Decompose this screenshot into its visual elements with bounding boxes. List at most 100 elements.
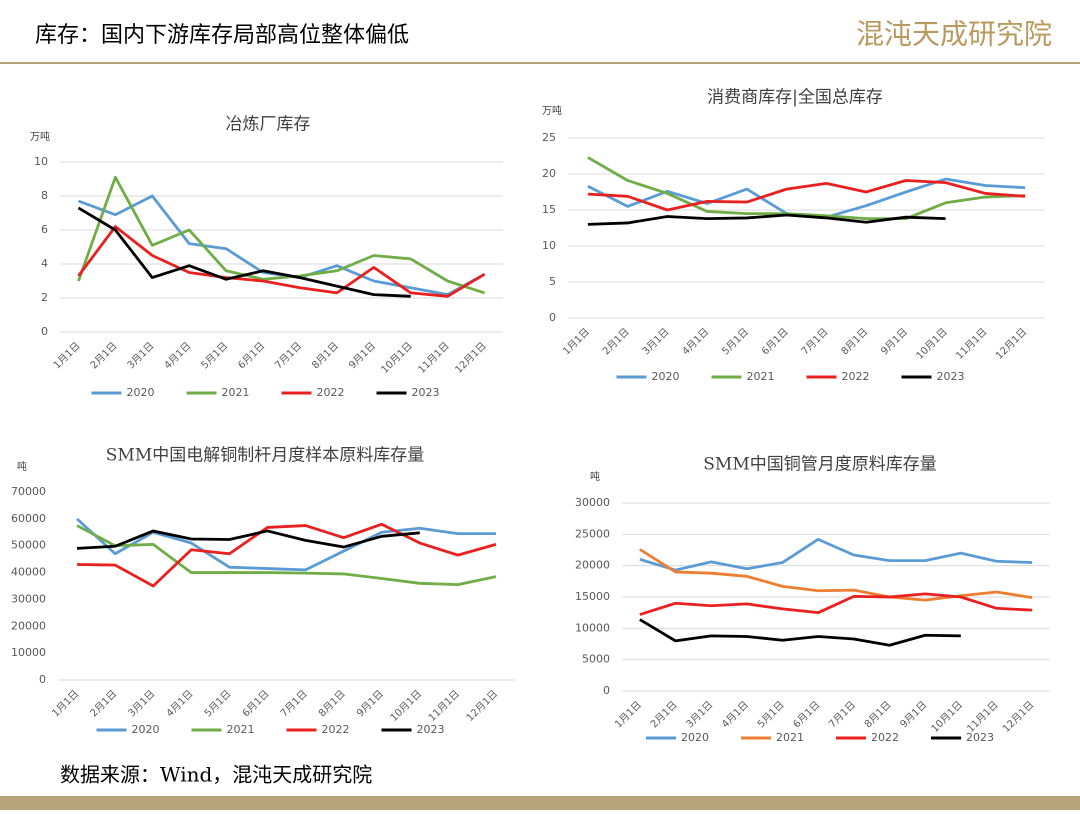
legend-label: 2021 [747, 370, 775, 383]
x-tick-label: 8月1日 [862, 699, 894, 731]
legend-label: 2023 [966, 731, 994, 744]
y-tick-label: 60000 [11, 512, 46, 525]
chart-title: SMM中国铜管月度原料库存量 [703, 455, 936, 475]
x-tick-label: 11月1日 [416, 340, 452, 376]
series-line [587, 156, 1026, 221]
y-axis-unit: 万吨 [30, 130, 50, 143]
x-tick-label: 3月1日 [125, 340, 157, 372]
y-tick-label: 30000 [575, 496, 610, 509]
series-line [76, 529, 420, 550]
y-tick-label: 30000 [11, 592, 46, 605]
x-tick-label: 4月1日 [719, 699, 751, 731]
x-tick-label: 5月1日 [719, 326, 751, 358]
y-tick-label: 70000 [11, 485, 46, 498]
series-line [639, 548, 1033, 602]
y-tick-label: 40000 [11, 566, 46, 579]
series-line [587, 213, 946, 226]
x-tick-label: 3月1日 [684, 699, 716, 731]
y-tick-label: 0 [603, 684, 610, 697]
y-tick-label: 25000 [575, 527, 610, 540]
x-tick-label: 11月1日 [953, 326, 989, 362]
x-tick-label: 10月1日 [914, 326, 950, 362]
y-tick-label: 15 [542, 203, 556, 216]
y-tick-label: 20000 [575, 559, 610, 572]
x-tick-label: 1月1日 [50, 688, 82, 720]
x-tick-label: 12月1日 [453, 340, 489, 376]
y-tick-label: 5 [549, 275, 556, 288]
x-tick-label: 12月1日 [464, 688, 500, 724]
y-tick-label: 25 [542, 131, 556, 144]
legend-label: 2020 [132, 723, 160, 736]
y-tick-label: 6 [41, 223, 48, 236]
legend-label: 2021 [227, 723, 255, 736]
x-tick-label: 12月1日 [1000, 699, 1036, 735]
x-tick-label: 2月1日 [88, 688, 120, 720]
x-tick-label: 9月1日 [898, 699, 930, 731]
x-tick-label: 11月1日 [426, 688, 462, 724]
x-tick-label: 6月1日 [759, 326, 791, 358]
chart-title: SMM中国电解铜制杆月度样本原料库存量 [106, 446, 424, 466]
legend-label: 2020 [127, 386, 155, 399]
x-tick-label: 2月1日 [88, 340, 120, 372]
legend-label: 2023 [937, 370, 965, 383]
x-tick-label: 2月1日 [648, 699, 680, 731]
legend-label: 2020 [652, 370, 680, 383]
slide-title: 库存：国内下游库存局部高位整体偏低 [35, 23, 409, 48]
source-note: 数据来源：Wind，混沌天成研究院 [60, 763, 372, 787]
x-tick-label: 1月1日 [612, 699, 644, 731]
y-tick-label: 5000 [582, 653, 610, 666]
legend-label: 2021 [776, 731, 804, 744]
y-tick-label: 0 [39, 673, 46, 686]
y-tick-label: 8 [41, 189, 48, 202]
y-axis-unit: 吨 [590, 470, 600, 483]
y-tick-label: 10000 [11, 646, 46, 659]
x-tick-label: 6月1日 [240, 688, 272, 720]
x-tick-label: 9月1日 [354, 688, 386, 720]
y-tick-label: 10000 [575, 621, 610, 634]
footer-bar [0, 796, 1080, 810]
chart-title: 消费商库存|全国总库存 [707, 88, 883, 108]
legend-label: 2022 [317, 386, 345, 399]
x-tick-label: 7月1日 [826, 699, 858, 731]
x-tick-label: 6月1日 [791, 699, 823, 731]
x-tick-label: 3月1日 [126, 688, 158, 720]
x-tick-label: 8月1日 [309, 340, 341, 372]
x-tick-label: 7月1日 [278, 688, 310, 720]
y-axis-unit: 吨 [17, 460, 27, 473]
x-tick-label: 5月1日 [199, 340, 231, 372]
y-tick-label: 4 [41, 257, 48, 270]
series-line [76, 524, 497, 587]
series-line [77, 522, 497, 588]
y-tick-label: 20 [542, 167, 556, 180]
y-tick-label: 10 [34, 155, 48, 168]
logo: 混沌天成研究院 [856, 18, 1052, 51]
series-line [77, 175, 485, 295]
series-line [639, 537, 1033, 572]
x-tick-label: 4月1日 [680, 326, 712, 358]
x-tick-label: 7月1日 [799, 326, 831, 358]
x-tick-label: 6月1日 [236, 340, 268, 372]
y-tick-label: 0 [549, 311, 556, 324]
y-tick-label: 2 [41, 291, 48, 304]
series-line [77, 225, 486, 298]
x-tick-label: 10月1日 [379, 340, 415, 376]
y-tick-label: 20000 [11, 619, 46, 632]
series-line [639, 592, 1033, 616]
legend-label: 2020 [681, 731, 709, 744]
series-line [587, 179, 1026, 212]
legend-label: 2023 [417, 723, 445, 736]
legend-label: 2022 [842, 370, 870, 383]
y-axis-unit: 万吨 [542, 104, 562, 117]
series-line [77, 206, 411, 298]
chart-title: 冶炼厂库存 [226, 115, 311, 135]
legend-label: 2021 [222, 386, 250, 399]
x-tick-label: 5月1日 [755, 699, 787, 731]
x-tick-label: 10月1日 [929, 699, 965, 735]
y-tick-label: 50000 [11, 539, 46, 552]
series-line [587, 177, 1026, 219]
x-tick-label: 1月1日 [560, 326, 592, 358]
x-tick-label: 12月1日 [993, 326, 1029, 362]
series-line [76, 517, 496, 572]
